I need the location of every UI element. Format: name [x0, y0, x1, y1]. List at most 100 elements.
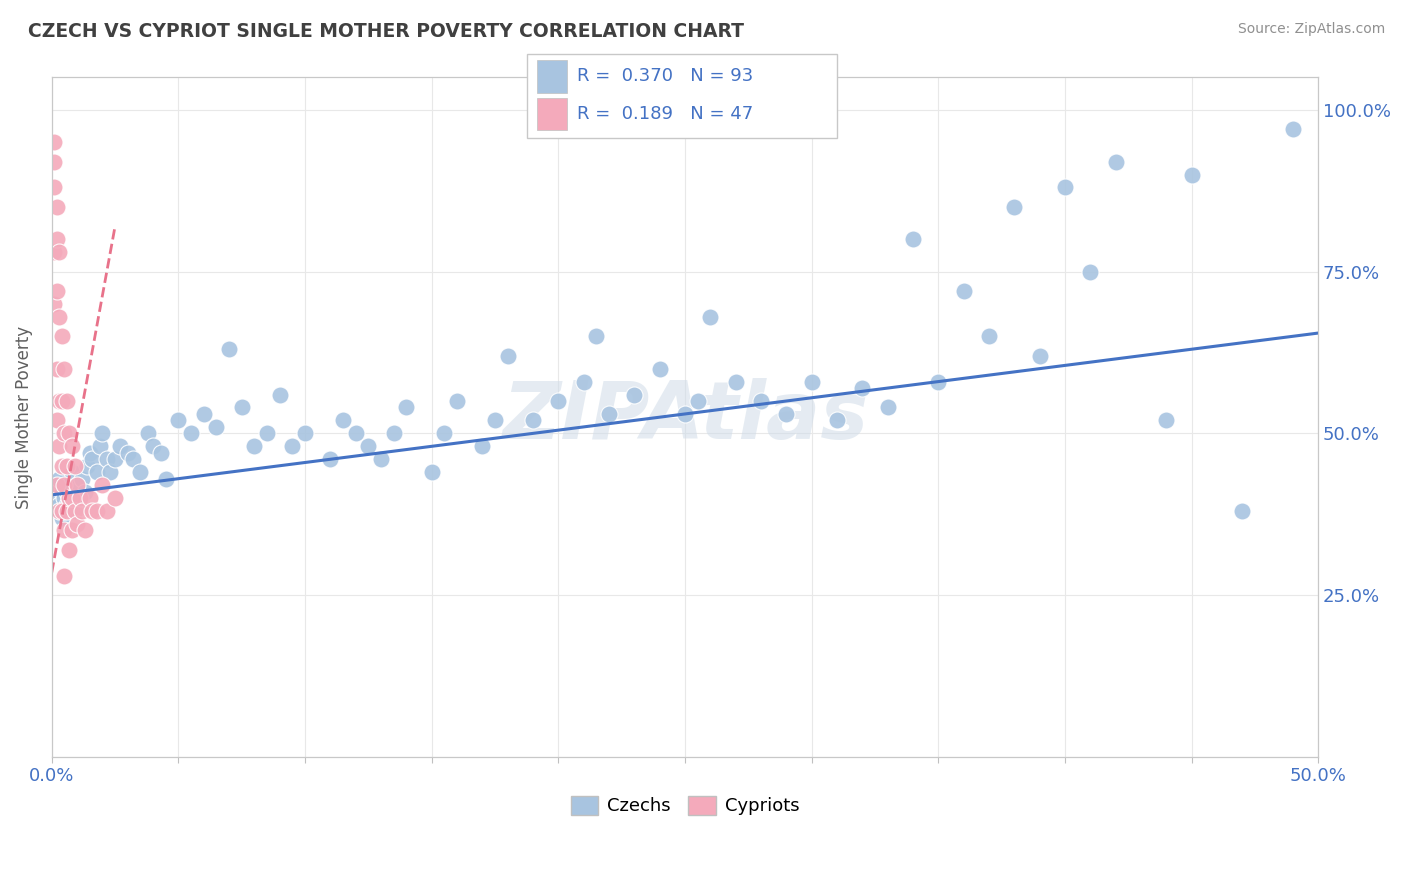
Point — [66, 516, 89, 531]
Legend: Czechs, Cypriots: Czechs, Cypriots — [564, 789, 807, 822]
Point — [901, 232, 924, 246]
Point — [48, 504, 70, 518]
Text: CZECH VS CYPRIOT SINGLE MOTHER POVERTY CORRELATION CHART: CZECH VS CYPRIOT SINGLE MOTHER POVERTY C… — [28, 22, 744, 41]
Point — [1028, 349, 1050, 363]
Point — [243, 439, 266, 453]
Point — [45, 361, 67, 376]
Point — [70, 472, 93, 486]
Point — [66, 491, 89, 505]
Point — [623, 387, 645, 401]
Point — [66, 478, 89, 492]
Point — [231, 401, 253, 415]
Point — [44, 154, 66, 169]
Point — [395, 401, 418, 415]
Point — [48, 245, 70, 260]
Point — [44, 297, 66, 311]
Point — [51, 504, 73, 518]
Point — [1180, 168, 1202, 182]
Point — [53, 478, 76, 492]
Point — [69, 498, 91, 512]
Point — [73, 524, 96, 538]
Point — [522, 413, 544, 427]
Point — [96, 452, 118, 467]
Bar — [537, 97, 568, 130]
Point — [69, 491, 91, 505]
Point — [45, 478, 67, 492]
Point — [117, 446, 139, 460]
Point — [851, 381, 873, 395]
Point — [319, 452, 342, 467]
Point — [96, 504, 118, 518]
Point — [51, 484, 73, 499]
Point — [73, 484, 96, 499]
Point — [256, 426, 278, 441]
Point — [648, 361, 671, 376]
Text: ZIPAtlas: ZIPAtlas — [502, 378, 868, 456]
Point — [66, 478, 89, 492]
Point — [89, 439, 111, 453]
Point — [433, 426, 456, 441]
Point — [218, 343, 240, 357]
Text: Source: ZipAtlas.com: Source: ZipAtlas.com — [1237, 22, 1385, 37]
Point — [1230, 504, 1253, 518]
Point — [749, 394, 772, 409]
Point — [598, 407, 620, 421]
Point — [51, 458, 73, 473]
Point — [76, 458, 98, 473]
Point — [45, 232, 67, 246]
Point — [149, 446, 172, 460]
Point — [63, 458, 86, 473]
Point — [927, 375, 949, 389]
Bar — [537, 61, 568, 93]
Point — [1078, 264, 1101, 278]
Point — [63, 504, 86, 518]
Point — [193, 407, 215, 421]
Point — [44, 180, 66, 194]
Point — [471, 439, 494, 453]
Point — [56, 498, 79, 512]
Point — [60, 465, 83, 479]
Point — [121, 452, 143, 467]
Point — [53, 426, 76, 441]
Point — [357, 439, 380, 453]
Point — [51, 329, 73, 343]
Point — [82, 504, 104, 518]
Point — [572, 375, 595, 389]
Point — [44, 135, 66, 149]
Point — [547, 394, 569, 409]
Point — [155, 472, 177, 486]
Point — [56, 394, 79, 409]
Point — [269, 387, 291, 401]
Point — [344, 426, 367, 441]
Point — [58, 491, 80, 505]
Point — [58, 426, 80, 441]
Point — [446, 394, 468, 409]
Point — [167, 413, 190, 427]
Point — [79, 491, 101, 505]
Point — [44, 491, 66, 505]
Point — [294, 426, 316, 441]
Point — [775, 407, 797, 421]
Point — [82, 452, 104, 467]
Point — [484, 413, 506, 427]
Point — [48, 310, 70, 324]
Point — [1053, 180, 1076, 194]
Point — [53, 524, 76, 538]
Point — [48, 498, 70, 512]
Y-axis label: Single Mother Poverty: Single Mother Poverty — [15, 326, 32, 508]
Point — [108, 439, 131, 453]
Point — [45, 504, 67, 518]
Point — [48, 472, 70, 486]
Point — [699, 310, 721, 324]
Point — [876, 401, 898, 415]
Point — [86, 504, 108, 518]
Point — [686, 394, 709, 409]
Point — [180, 426, 202, 441]
Point — [496, 349, 519, 363]
Point — [585, 329, 607, 343]
Point — [79, 446, 101, 460]
Point — [60, 439, 83, 453]
Point — [56, 504, 79, 518]
Text: R =  0.370   N = 93: R = 0.370 N = 93 — [576, 68, 754, 86]
Point — [724, 375, 747, 389]
